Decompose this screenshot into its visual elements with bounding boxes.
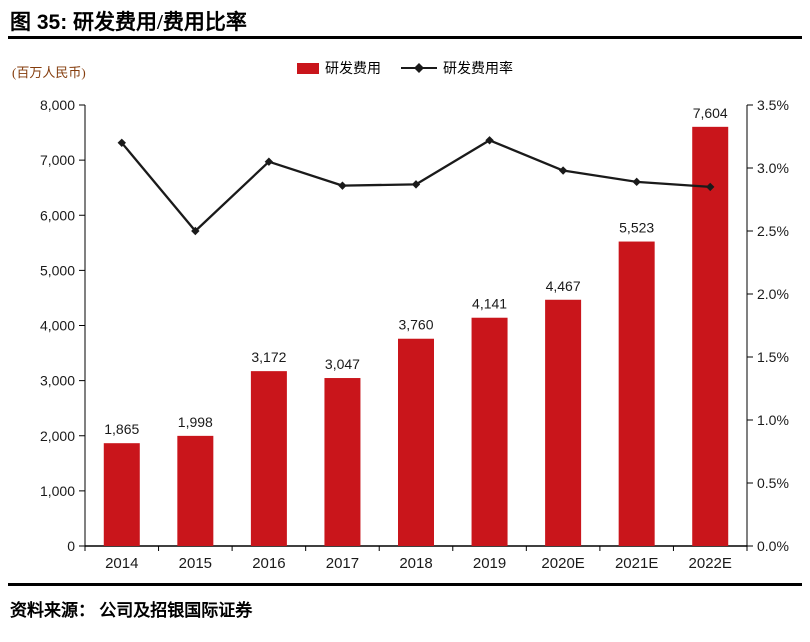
right-axis-tick-label: 0.0% (757, 538, 789, 554)
bar (103, 443, 140, 546)
title-divider (8, 36, 802, 39)
bar-value-label: 1,998 (178, 414, 213, 430)
left-axis-tick-label: 4,000 (40, 318, 75, 334)
figure-number: 图 35: (10, 11, 68, 34)
bar (398, 338, 434, 546)
legend-item-line: 研发费用率 (401, 58, 513, 78)
left-axis-tick-label: 3,000 (40, 373, 75, 389)
bar (692, 126, 729, 546)
right-axis-tick-label: 0.5% (757, 475, 789, 491)
bar (250, 371, 287, 546)
bar-value-label: 4,141 (472, 296, 507, 312)
bar-value-label: 4,467 (546, 278, 581, 294)
chart-area: 0 1,000 2,000 3,000 4,000 5,000 6,000 7,000 8,00… (0, 88, 810, 588)
line-marker-icon (401, 63, 437, 73)
left-axis-tick-label: 5,000 (40, 262, 75, 278)
bar-value-label: 7,604 (693, 105, 728, 121)
bar-value-label: 3,172 (251, 349, 286, 365)
left-axis-tick-label: 0 (67, 538, 75, 554)
line-point-marker (411, 180, 421, 189)
bar-value-label: 3,760 (398, 317, 433, 333)
left-axis-tick-label: 6,000 (40, 207, 75, 223)
x-axis-category-label: 2017 (326, 555, 359, 572)
legend-item-bar: 研发费用 (297, 58, 381, 78)
x-axis-category-label: 2014 (105, 555, 138, 572)
bar-swatch-icon (297, 62, 319, 74)
bar-value-label: 5,523 (619, 220, 654, 236)
bar-value-label: 3,047 (325, 356, 360, 372)
line-point-marker (558, 166, 568, 175)
line-point-marker (117, 138, 126, 147)
x-axis-category-label: 2022E (689, 555, 732, 572)
source-text: 公司及招银国际证券 (99, 601, 253, 620)
source-label: 资料来源： (10, 601, 95, 620)
right-axis-tick-label: 2.5% (757, 223, 789, 239)
right-axis-tick-label: 2.0% (757, 286, 789, 302)
combo-chart: 0 1,000 2,000 3,000 4,000 5,000 6,000 7,000 8,00… (40, 97, 789, 572)
legend-label-bar: 研发费用 (325, 62, 381, 77)
right-axis-tick-label: 1.5% (757, 349, 789, 365)
chart-legend: 研发费用 研发费用率 (0, 58, 810, 78)
x-axis-category-label: 2019 (473, 555, 506, 572)
figure-title-text: 研发费用/费用比率 (73, 10, 247, 34)
x-axis-category-label: 2020E (541, 555, 584, 572)
figure-title: 图 35: 研发费用/费用比率 (10, 6, 247, 36)
line-point-marker (338, 181, 347, 190)
left-axis-unit-label: (百万人民币) (12, 65, 86, 80)
source-note: 资料来源： 公司及招银国际证券 (10, 596, 252, 621)
bar (177, 435, 214, 546)
x-axis-category-label: 2018 (399, 555, 432, 572)
right-axis-tick-label: 3.0% (757, 160, 789, 176)
line-point-marker (191, 226, 200, 236)
left-axis-tick-label: 7,000 (40, 152, 75, 168)
x-axis-category-label: 2016 (252, 555, 285, 572)
bar (324, 378, 361, 546)
x-axis-category-label: 2021E (615, 555, 658, 572)
left-axis-tick-label: 1,000 (40, 483, 75, 499)
line-point-marker (632, 177, 641, 187)
legend-label-line: 研发费用率 (443, 62, 513, 77)
line-point-marker (706, 182, 715, 192)
line-point-marker (264, 157, 274, 166)
right-axis-tick-label: 1.0% (757, 412, 789, 428)
left-axis-tick-label: 2,000 (40, 428, 75, 444)
right-axis-tick-label: 3.5% (757, 97, 789, 113)
bar (545, 299, 582, 546)
bar (471, 317, 508, 546)
x-axis-category-label: 2015 (179, 555, 212, 572)
bar (618, 241, 655, 547)
footer-divider (8, 583, 802, 586)
left-axis-tick-label: 8,000 (40, 97, 75, 113)
bar-value-label: 1,865 (104, 421, 139, 437)
